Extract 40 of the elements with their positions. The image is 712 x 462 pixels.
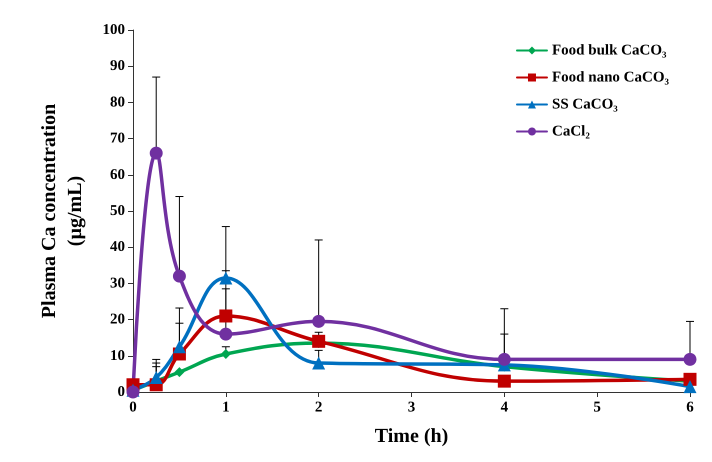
x-tick-label: 2 [314,400,322,416]
point [312,314,326,328]
y-tick-label: 10 [110,348,125,364]
y-tick-label: 30 [110,275,125,292]
point [219,271,232,284]
y-tick-label: 70 [110,130,125,147]
legend-label: Food nano CaCO₃ [552,70,670,86]
point [172,270,186,283]
point [312,356,326,370]
y-tick-label: 80 [110,94,125,110]
point [684,380,696,394]
point [498,374,511,388]
legend-label: CaCl₂ [552,124,590,140]
y-tick-label: 40 [110,239,125,256]
x-tick-label: 1 [222,400,230,416]
x-tick-label: 5 [593,400,601,416]
y-tick-label: 20 [110,312,125,328]
point [150,146,163,160]
legend-label: SS CaCO₃ [552,96,618,112]
x-tick-label: 3 [408,400,416,416]
point [219,328,232,341]
x-axis-title: Time (h) [374,425,448,447]
y-tick-label: 90 [110,58,125,74]
point [150,371,163,384]
point [312,334,326,348]
point [174,367,184,378]
point [498,352,511,366]
y-tick-label: 60 [110,166,125,183]
y-tick-label: 100 [102,22,125,38]
y-axis-title: Plasma Ca concentration (µg/mL) [38,104,86,318]
x-tick-label: 0 [129,400,137,416]
y-tick-label: 0 [118,384,125,400]
legend-label: Food bulk CaCO₃ [552,42,668,58]
point [172,340,186,354]
point [220,348,231,359]
x-tick-label: 6 [686,400,694,416]
x-tick-label: 4 [500,400,509,416]
point [684,352,696,366]
point [219,309,232,322]
y-tick-label: 50 [110,203,125,219]
